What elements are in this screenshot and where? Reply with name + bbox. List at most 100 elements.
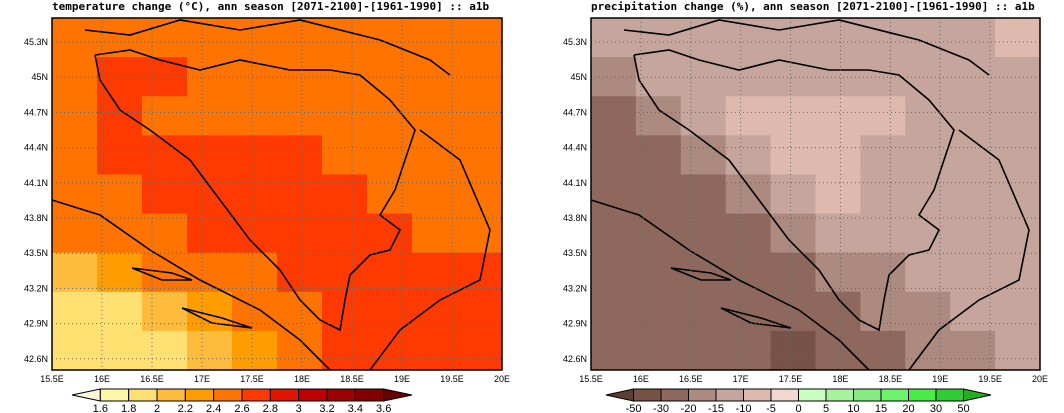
lon-tick-label: 16E: [94, 374, 110, 384]
grid-cell: [52, 252, 98, 293]
grid-cell: [367, 135, 413, 175]
grid-cell: [457, 291, 503, 332]
grid-cell: [142, 330, 188, 371]
map-frame: [590, 17, 1041, 371]
lat-tick-label: 42.6N: [24, 354, 48, 364]
grid-cell: [995, 174, 1041, 215]
grid-cell: [232, 96, 278, 136]
grid-cell: [905, 291, 951, 332]
grid-cell: [950, 291, 996, 332]
grid-cell: [322, 135, 368, 175]
grid-cell: [770, 252, 816, 293]
colorbar-label: -15: [708, 403, 724, 413]
colorbar-label: -30: [653, 403, 669, 413]
grid-cell: [277, 135, 323, 175]
grid-cell: [905, 96, 951, 136]
grid-cell: [860, 174, 906, 215]
precipitation-map: 15.5E 16E 16.5E 17E 17.5E 18E 18.5E 19E 19.5E 20E…: [563, 17, 1048, 413]
colorbar-segment: [326, 388, 356, 402]
grid-cell: [591, 174, 637, 215]
grid-cell: [995, 57, 1041, 97]
colorbar-segment: [298, 388, 328, 402]
grid-cell: [277, 330, 323, 371]
grid-cell: [995, 330, 1041, 371]
grid-cell: [591, 18, 637, 58]
grid-cell: [457, 135, 503, 175]
grid-cell: [860, 291, 906, 332]
lon-tick-label: 17E: [194, 374, 210, 384]
grid-cell: [52, 291, 98, 332]
grid-cell: [367, 57, 413, 97]
lat-tick-label: 43.8N: [24, 213, 48, 223]
colorbar-low-arrow: [71, 388, 101, 402]
colorbar-label: 10: [847, 403, 859, 413]
grid-cell: [815, 96, 861, 136]
lat-tick-label: 42.9N: [24, 319, 48, 329]
colorbar-label: 1.8: [121, 403, 136, 413]
lat-tick-label: 45.3N: [24, 37, 48, 47]
grid-cell: [591, 213, 637, 254]
grid-cell: [725, 174, 772, 215]
grid-cell: [52, 96, 98, 136]
border-line: [131, 267, 193, 281]
grid-cell: [815, 213, 861, 254]
grid-cell: [860, 213, 906, 254]
lon-tick-label: 15.5E: [40, 374, 64, 384]
grid-cell: [457, 96, 503, 136]
border-line: [908, 129, 1030, 371]
grid-cell: [457, 252, 503, 293]
grid-cell: [412, 213, 458, 254]
grid-cell: [412, 18, 458, 58]
colorbar-label: 0: [795, 403, 801, 413]
grid-cell: [367, 174, 413, 215]
colorbar-segment: [633, 388, 662, 402]
grid-cell: [770, 291, 816, 332]
lon-tick-label: 18E: [294, 374, 310, 384]
grid-cell: [860, 18, 906, 58]
lat-tick-label: 44.4N: [24, 143, 48, 153]
colorbar-label: 3.2: [319, 403, 334, 413]
grid-cell: [950, 135, 996, 175]
grid-cell: [725, 18, 772, 58]
grid-cell: [860, 135, 906, 175]
grid-cell: [860, 330, 906, 371]
colorbar-segment: [825, 388, 854, 402]
colorbar-label: -20: [681, 403, 697, 413]
grid-cell: [232, 291, 278, 332]
precipitation-map-title: precipitation change (%), ann season [20…: [591, 0, 1035, 13]
grid-cell: [457, 213, 503, 254]
grid-cell: [635, 135, 682, 175]
grid-cell: [905, 174, 951, 215]
colorbar-segment: [688, 388, 717, 402]
grid-cell: [322, 213, 368, 254]
lat-tick-label: 44.7N: [563, 107, 587, 117]
lat-tick-label: 45.3N: [563, 37, 587, 47]
colorbar-label: 30: [930, 403, 942, 413]
grid-cell: [322, 330, 368, 371]
lon-tick-label: 19.5E: [440, 374, 464, 384]
grid-cell: [97, 330, 143, 371]
grid-cell: [725, 330, 772, 371]
lat-tick-label: 45N: [31, 72, 48, 82]
lon-tick-label: 19.5E: [978, 374, 1002, 384]
colorbar-label: 1.6: [93, 403, 108, 413]
grid-cell: [725, 213, 772, 254]
grid-cell: [635, 291, 682, 332]
grid-cell: [457, 57, 503, 97]
lat-tick-label: 43.2N: [24, 283, 48, 293]
grid-cell: [725, 96, 772, 136]
grid-cell: [635, 57, 682, 97]
grid-cell: [322, 252, 368, 293]
colorbar-label: -10: [736, 403, 752, 413]
border-line: [94, 49, 416, 332]
grid-cell: [995, 96, 1041, 136]
lat-tick-label: 42.9N: [563, 319, 587, 329]
grid-cell: [591, 96, 637, 136]
grid-cell: [277, 96, 323, 136]
grid-cell: [591, 291, 637, 332]
colorbar-label: -5: [766, 403, 776, 413]
temperature-map: 15.5E 16E 16.5E 17E 17.5E 18E 18.5E 19E 19.5E 20E…: [24, 17, 510, 413]
colorbar-segment: [935, 388, 964, 402]
colorbar-label: 15: [875, 403, 887, 413]
lon-tick-label: 17E: [733, 374, 749, 384]
